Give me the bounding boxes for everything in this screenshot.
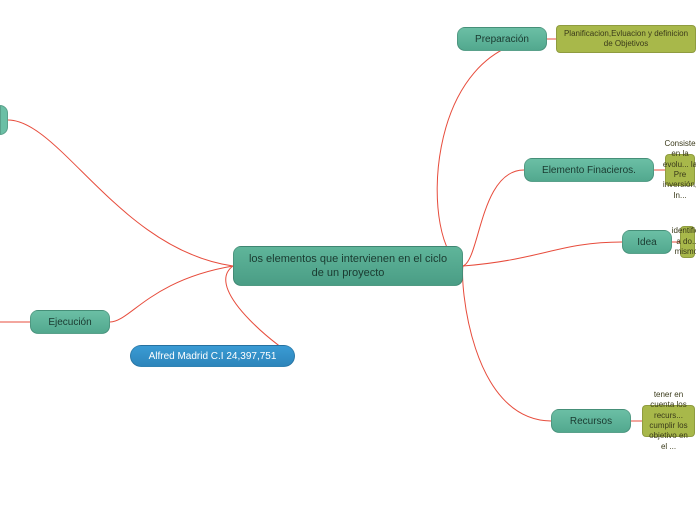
- node-leftstub: [0, 105, 8, 135]
- node-financieros: Elemento Finacieros.: [524, 158, 654, 182]
- node-preparacion: Preparación: [457, 27, 547, 51]
- node-idea_desc: identifica a do... mismo,: [680, 226, 695, 258]
- node-financieros_desc: Consiste en la evolu... la Pre inversión…: [665, 154, 695, 186]
- node-recursos_desc: tener en cuenta los recurs... cumplir lo…: [642, 405, 695, 437]
- node-idea: Idea: [622, 230, 672, 254]
- node-recursos: Recursos: [551, 409, 631, 433]
- node-preparacion_desc: Planificacion,Evluacion y definicion de …: [556, 25, 696, 53]
- center-node: los elementos que intervienen en el cicl…: [233, 246, 463, 286]
- node-alfred: Alfred Madrid C.I 24,397,751: [130, 345, 295, 367]
- node-ejecucion: Ejecución: [30, 310, 110, 334]
